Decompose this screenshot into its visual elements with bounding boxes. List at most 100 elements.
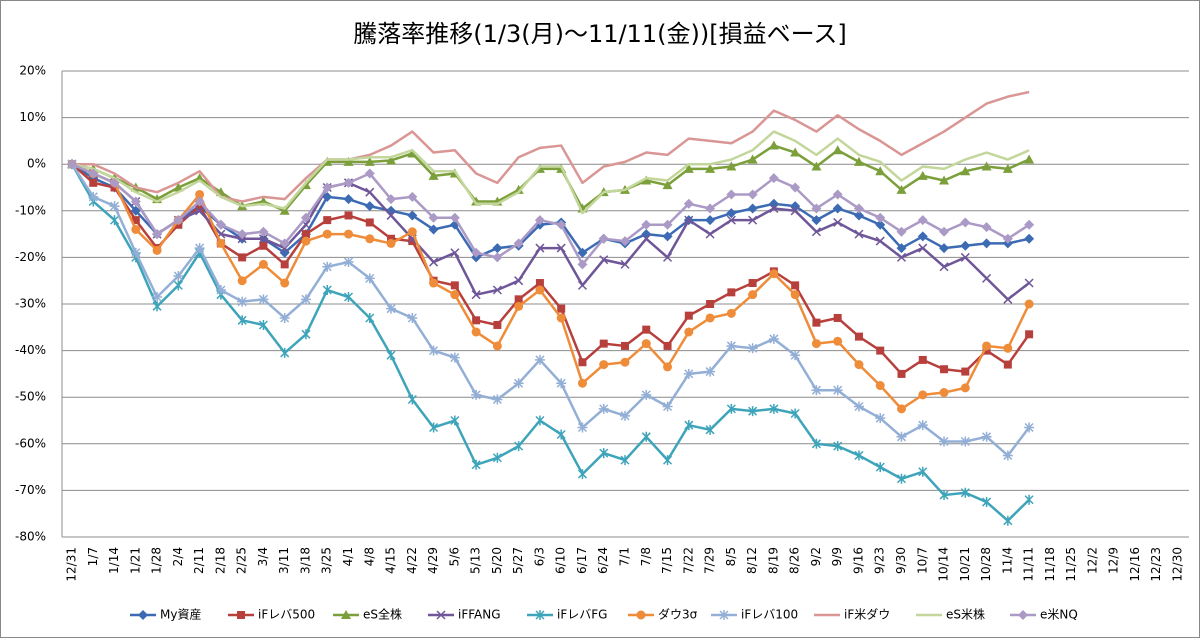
- x-tick-label: 1/21: [128, 547, 142, 574]
- x-tick-label: 7/1: [618, 547, 632, 566]
- marker: [939, 243, 950, 254]
- marker: [790, 290, 800, 300]
- x-tick-label: 4/15: [384, 547, 398, 574]
- marker: [705, 215, 716, 226]
- marker: [918, 390, 928, 400]
- marker: [939, 226, 950, 237]
- marker: [641, 339, 651, 349]
- marker: [556, 378, 567, 389]
- marker: [811, 385, 822, 396]
- marker: [832, 385, 843, 396]
- marker: [173, 280, 183, 291]
- x-tick-label: 4/29: [426, 547, 440, 574]
- marker: [832, 189, 843, 200]
- x-tick-label: 9/23: [873, 547, 887, 574]
- marker: [683, 163, 694, 173]
- marker: [854, 360, 864, 370]
- marker: [152, 229, 163, 240]
- marker: [896, 243, 907, 254]
- marker: [748, 290, 758, 300]
- marker: [237, 315, 247, 326]
- marker: [790, 408, 800, 419]
- marker: [598, 403, 609, 414]
- marker: [1003, 294, 1013, 304]
- marker: [513, 238, 524, 249]
- x-tick-label: 12/30: [1171, 547, 1185, 582]
- marker: [152, 245, 162, 255]
- x-tick-label: 3/11: [277, 547, 291, 574]
- marker: [407, 210, 418, 221]
- marker: [513, 378, 524, 389]
- marker: [940, 365, 949, 374]
- marker: [726, 215, 736, 225]
- x-tick-label: 4/8: [362, 547, 376, 566]
- marker: [535, 279, 544, 288]
- marker: [939, 175, 950, 185]
- marker: [726, 403, 736, 414]
- marker: [748, 279, 757, 288]
- x-tick-label: 1/28: [150, 547, 164, 574]
- marker: [492, 452, 502, 463]
- marker: [982, 273, 992, 283]
- x-tick-label: 6/17: [575, 547, 589, 574]
- marker: [89, 178, 98, 187]
- marker: [449, 352, 460, 363]
- marker: [747, 154, 758, 164]
- marker: [981, 238, 992, 249]
- marker: [641, 219, 652, 230]
- marker: [811, 215, 822, 226]
- marker: [534, 354, 545, 365]
- marker: [811, 203, 822, 214]
- marker: [450, 290, 460, 300]
- x-tick-label: 6/10: [554, 547, 568, 574]
- marker: [663, 341, 672, 350]
- marker: [130, 196, 141, 207]
- marker: [683, 368, 694, 379]
- x-tick-label: 9/9: [830, 547, 844, 566]
- marker: [811, 227, 821, 237]
- marker: [386, 303, 397, 314]
- x-tick-label: 12/31: [65, 547, 79, 582]
- x-tick-label: 3/4: [256, 547, 270, 566]
- marker: [300, 294, 311, 305]
- marker: [769, 203, 779, 214]
- x-tick-label: 10/14: [937, 547, 951, 582]
- marker: [450, 415, 460, 426]
- marker: [917, 215, 928, 226]
- marker: [897, 404, 906, 414]
- marker: [449, 212, 460, 223]
- marker: [280, 347, 290, 358]
- marker: [386, 210, 396, 220]
- x-tick-label: 9/16: [851, 547, 865, 574]
- marker: [343, 292, 354, 303]
- marker: [428, 224, 439, 235]
- marker: [790, 350, 801, 361]
- marker: [194, 196, 205, 207]
- marker: [663, 252, 673, 262]
- x-tick-label: 5/6: [447, 547, 461, 566]
- y-tick-label: 10%: [19, 110, 46, 124]
- marker: [939, 388, 949, 398]
- marker: [364, 156, 375, 166]
- marker: [514, 441, 524, 452]
- marker: [833, 313, 842, 322]
- x-tick-label: 8/5: [724, 547, 738, 566]
- marker: [599, 255, 609, 265]
- marker: [407, 191, 418, 202]
- marker: [876, 346, 885, 355]
- marker: [599, 360, 609, 370]
- marker: [408, 237, 417, 246]
- marker: [705, 163, 716, 173]
- marker: [429, 422, 439, 433]
- marker: [832, 145, 843, 155]
- marker: [769, 269, 779, 279]
- marker: [514, 295, 523, 304]
- marker: [428, 212, 439, 223]
- marker: [982, 497, 992, 508]
- x-tick-label: 1/7: [86, 547, 100, 566]
- marker: [407, 148, 418, 158]
- marker: [917, 170, 928, 180]
- marker: [259, 241, 268, 250]
- marker: [341, 610, 351, 619]
